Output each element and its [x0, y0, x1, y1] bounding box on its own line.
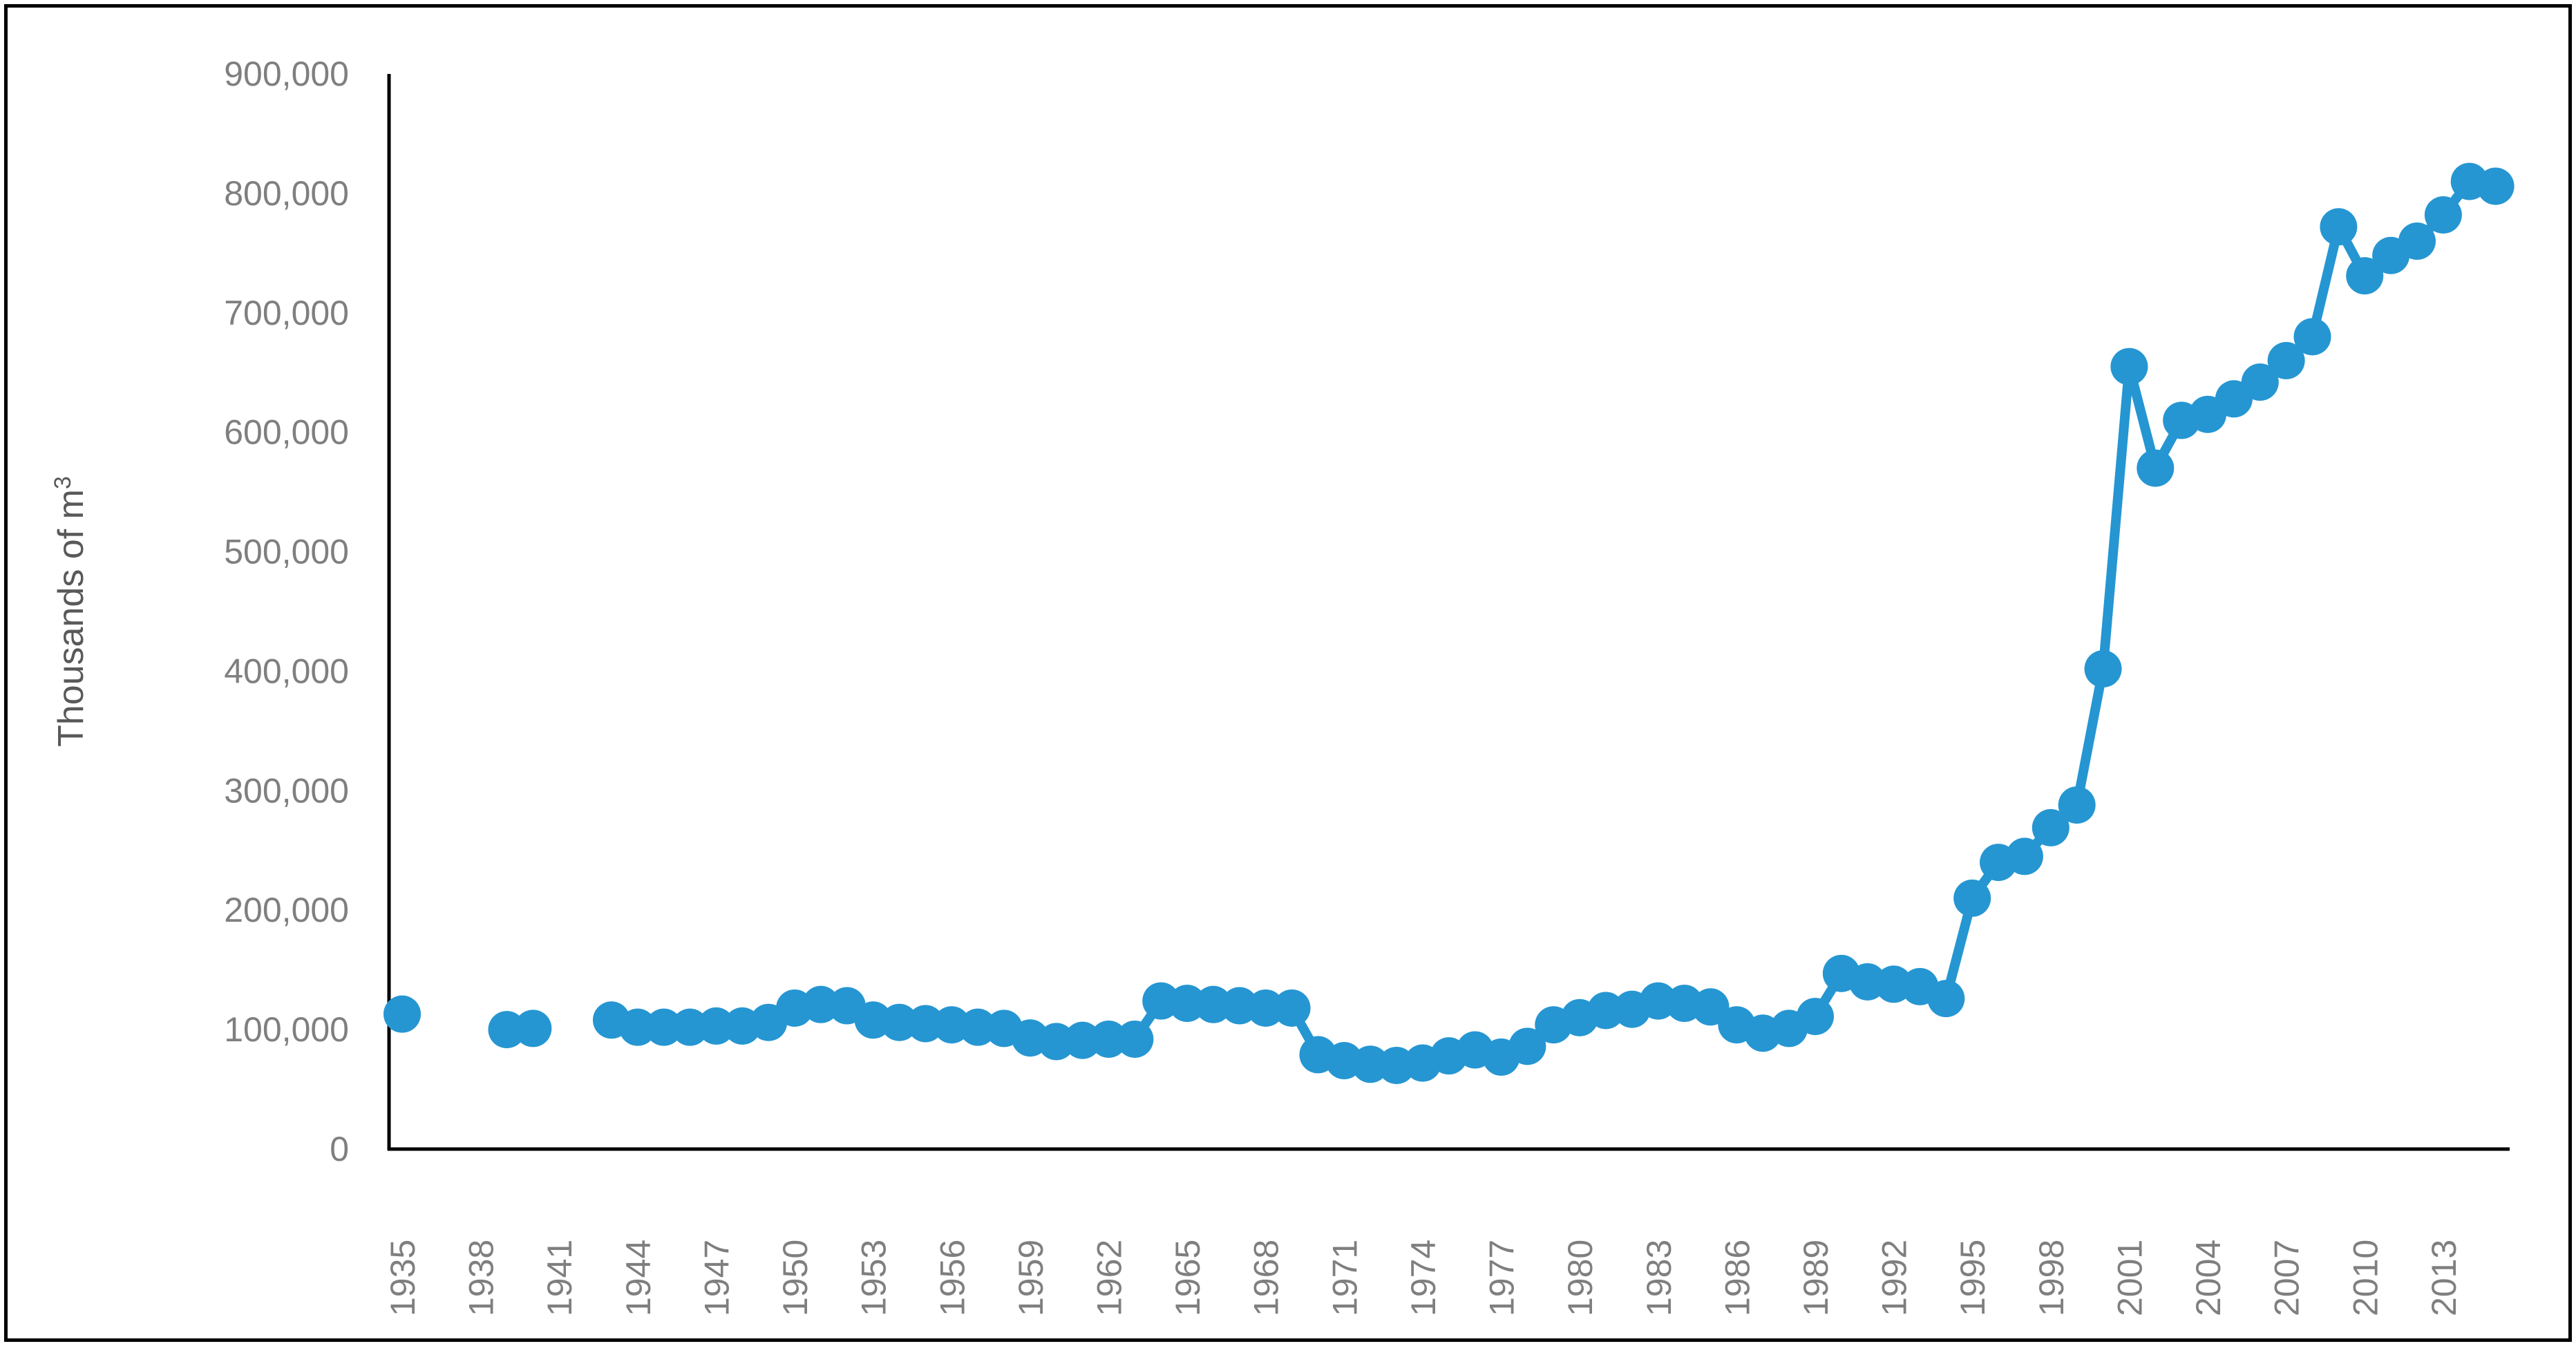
data-point-marker: [2398, 222, 2436, 260]
x-tick-label: 1980: [1561, 1240, 1600, 1316]
data-point-marker: [907, 1005, 945, 1043]
y-tick-label: 800,000: [224, 174, 349, 213]
data-point-marker: [802, 985, 840, 1023]
x-tick-label: 1965: [1168, 1240, 1207, 1316]
x-tick-label: 1989: [1797, 1240, 1835, 1316]
x-tick-label: 1962: [1090, 1240, 1128, 1316]
data-point-marker: [2476, 167, 2515, 205]
data-point-marker: [2267, 341, 2305, 379]
x-tick-label: 2010: [2346, 1240, 2385, 1316]
x-tick-label: 1986: [1718, 1240, 1756, 1316]
y-tick-label: 600,000: [224, 413, 349, 452]
data-point-marker: [1037, 1023, 1075, 1061]
x-tick-label: 1950: [776, 1240, 815, 1316]
data-point-marker: [2320, 208, 2358, 246]
data-point-marker: [2058, 786, 2096, 824]
data-point-marker: [618, 1008, 656, 1046]
data-point-marker: [1953, 879, 1991, 917]
x-tick-label: 2004: [2189, 1240, 2228, 1316]
data-point-marker: [1508, 1027, 1546, 1065]
y-tick-label: 100,000: [224, 1010, 349, 1049]
data-point-marker: [1090, 1020, 1128, 1058]
data-line-segment: [606, 176, 2501, 1070]
x-tick-label: 1941: [540, 1240, 579, 1316]
data-point-marker: [2137, 449, 2175, 487]
x-tick-label: 1971: [1325, 1240, 1364, 1316]
data-point-marker: [2084, 650, 2122, 688]
y-tick-label: 700,000: [224, 294, 349, 332]
y-tick-label: 900,000: [224, 55, 349, 93]
data-point-marker: [1116, 1020, 1154, 1058]
data-point-marker: [1247, 989, 1285, 1027]
data-point-marker: [2032, 808, 2070, 846]
data-point-marker: [1194, 985, 1232, 1023]
data-point-marker: [1063, 1021, 1101, 1059]
y-tick-label: 400,000: [224, 652, 349, 690]
data-point-marker: [2293, 318, 2331, 356]
x-tick-label: 1938: [462, 1240, 501, 1316]
data-point-marker: [2424, 196, 2462, 234]
data-point-marker: [880, 1003, 918, 1041]
y-tick-label: 300,000: [224, 771, 349, 810]
x-tick-label: 1953: [855, 1240, 893, 1316]
chart-border: [4, 4, 2572, 1342]
data-point-marker: [383, 995, 421, 1033]
x-tick-label: 1992: [1875, 1240, 1914, 1316]
x-tick-label: 1944: [619, 1240, 658, 1316]
x-tick-label: 1935: [383, 1240, 422, 1316]
data-point-marker: [1927, 980, 1965, 1018]
x-tick-label: 2013: [2425, 1240, 2463, 1316]
x-tick-label: 1995: [1953, 1240, 1992, 1316]
data-point-marker: [2241, 363, 2279, 401]
y-tick-label: 200,000: [224, 891, 349, 929]
data-point-marker: [488, 1011, 526, 1049]
data-point-marker: [1168, 985, 1206, 1023]
x-tick-label: 1956: [933, 1240, 972, 1316]
data-point-marker: [2346, 257, 2384, 295]
x-tick-label: 1977: [1483, 1240, 1522, 1316]
data-point-marker: [1352, 1045, 1390, 1083]
x-tick-label: 1983: [1640, 1240, 1678, 1316]
x-tick-label: 1959: [1012, 1240, 1050, 1316]
y-axis-title: Thousands of m3: [50, 476, 91, 747]
x-tick-label: 1998: [2032, 1240, 2071, 1316]
y-tick-label: 0: [330, 1130, 349, 1168]
data-point-marker: [1273, 989, 1311, 1027]
x-tick-label: 1968: [1247, 1240, 1286, 1316]
data-point-marker: [514, 1010, 552, 1048]
data-point-marker: [1587, 992, 1625, 1030]
data-point-marker: [697, 1007, 735, 1045]
data-point-marker: [1796, 998, 1834, 1036]
data-point-marker: [959, 1008, 997, 1046]
x-tick-label: 1974: [1404, 1240, 1443, 1316]
data-point-marker: [1692, 988, 1730, 1026]
y-tick-label: 500,000: [224, 533, 349, 571]
data-point-marker: [2005, 837, 2043, 875]
data-point-marker: [645, 1008, 683, 1046]
x-tick-label: 2001: [2110, 1240, 2149, 1316]
data-point-marker: [2110, 348, 2148, 386]
data-point-marker: [671, 1008, 709, 1046]
x-tick-label: 2007: [2268, 1240, 2307, 1316]
x-tick-label: 1947: [697, 1240, 736, 1316]
